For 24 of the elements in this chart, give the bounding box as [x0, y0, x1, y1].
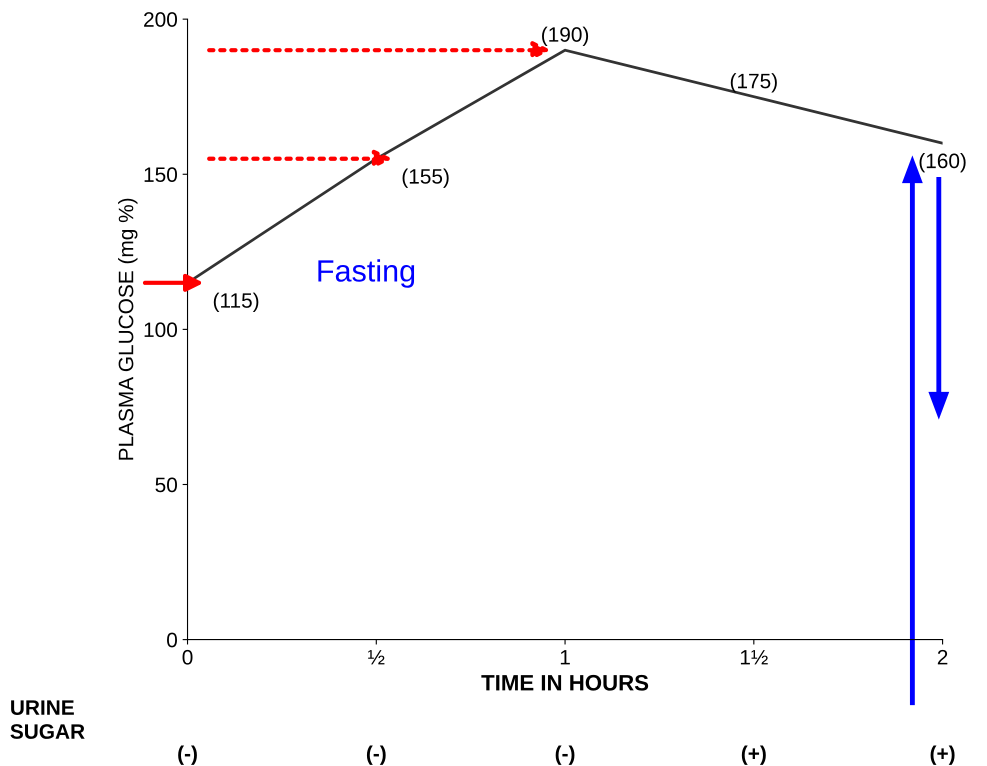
- text: (+): [930, 746, 955, 765]
- x-tick-label: 0: [182, 650, 193, 665]
- text: (-): [366, 746, 386, 765]
- x-tick-label: ½: [368, 650, 384, 664]
- x-tick-label: 1½: [740, 650, 768, 664]
- x-tick-label: 1: [560, 650, 570, 664]
- text: (+): [742, 746, 766, 765]
- data-label: (190): [542, 26, 588, 46]
- y-tick-label: 0: [167, 632, 177, 648]
- text: (-): [556, 746, 574, 765]
- text: (-): [178, 746, 197, 765]
- data-label: (155): [402, 168, 449, 188]
- data-label: (175): [730, 73, 777, 93]
- y-axis-title: PLASMA GLUCOSE (mg %): [118, 198, 138, 460]
- y-tick-label: 100: [144, 322, 177, 338]
- x-axis-title: TIME IN HOURS: [481, 674, 648, 691]
- text: URINE SUGAR: [10, 700, 85, 739]
- x-tick-label: 2: [938, 650, 948, 664]
- y-tick-label: 50: [155, 477, 177, 492]
- annotation: Fasting: [318, 259, 414, 288]
- data-label: (160): [920, 152, 966, 172]
- y-tick-label: 200: [144, 12, 177, 27]
- data-label: (115): [214, 292, 258, 312]
- y-tick-label: 150: [144, 167, 177, 182]
